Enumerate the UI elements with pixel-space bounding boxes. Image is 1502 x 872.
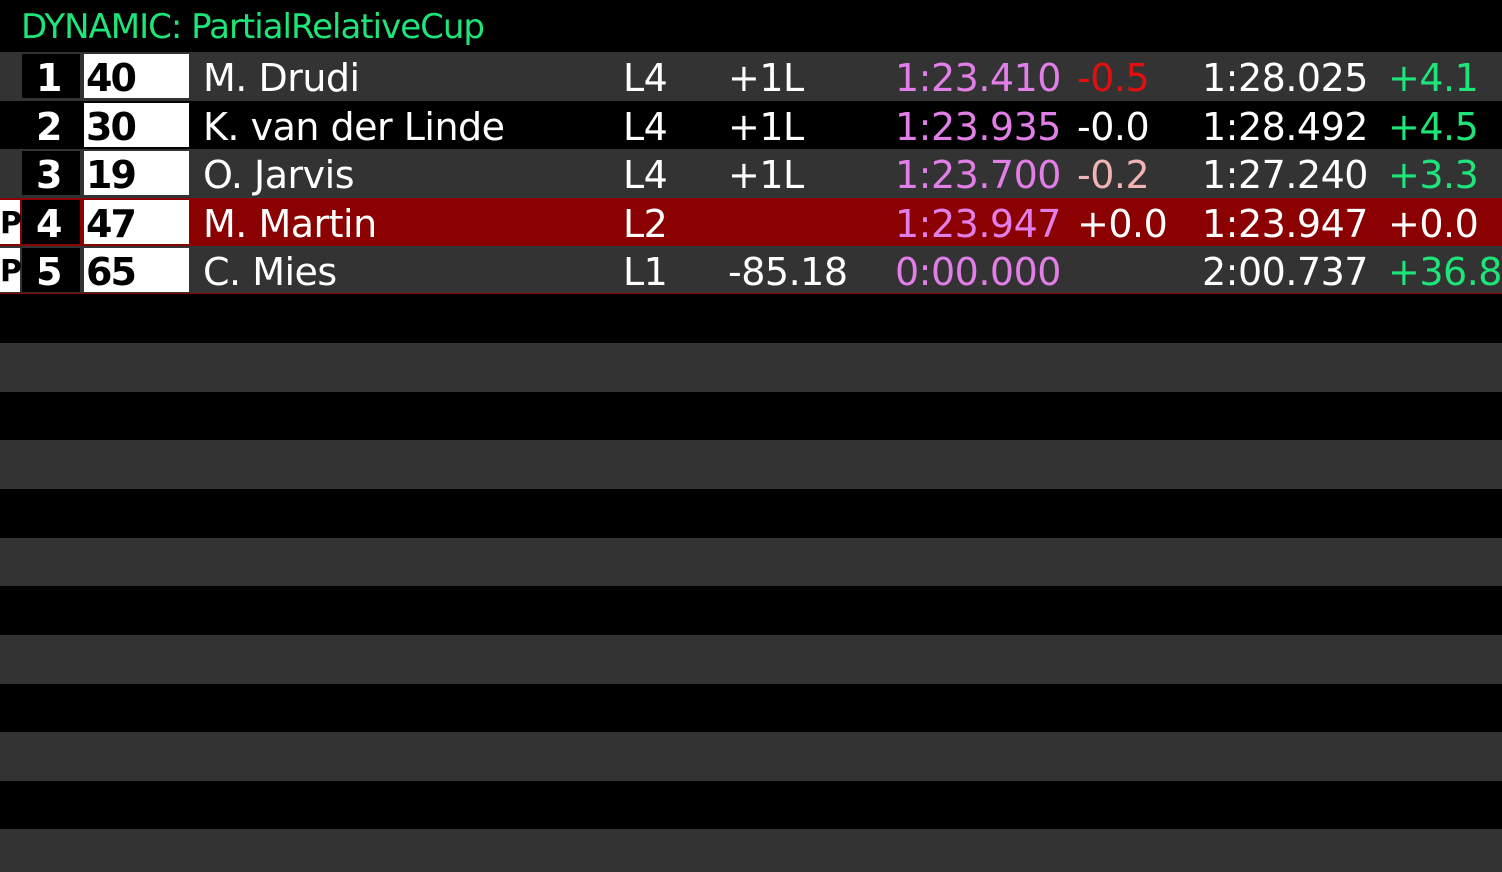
driver-name: M. Martin [203,201,377,246]
driver-name: M. Drudi [203,56,360,100]
standings-row: P 5 65 C. Mies L1 -85.18 0:00.000 2:00.7… [0,246,1502,295]
last-lap-time: 0:00.000 [895,250,1061,294]
standings-table: 1 40 M. Drudi L4 +1L 1:23.410 -0.5 1:28.… [0,52,1502,295]
lap-count: L2 [623,201,668,246]
best-lap-delta: +36.8 [1388,250,1502,294]
last-lap-time: 1:23.947 [895,201,1061,246]
empty-row [0,586,1502,635]
empty-row [0,635,1502,684]
pit-indicator: P [0,199,22,244]
last-lap-time: 1:23.410 [895,56,1061,100]
empty-row [0,732,1502,781]
car-number: 30 [84,102,189,149]
overlay-title: DYNAMIC: PartialRelativeCup [21,7,485,47]
car-number: 65 [84,248,189,294]
last-lap-delta: -0.5 [1077,56,1150,100]
gap: +1L [728,153,804,197]
standings-row-player: P 4 47 M. Martin L2 1:23.947 +0.0 1:23.9… [0,197,1502,246]
empty-row [0,781,1502,829]
best-lap-time: 1:23.947 [1202,201,1368,246]
last-lap-delta: -0.0 [1077,104,1150,149]
position: 2 [22,102,80,149]
best-lap-delta: +3.3 [1388,153,1479,197]
empty-row [0,684,1502,732]
lap-count: L4 [623,56,668,100]
car-number: 19 [84,151,189,197]
driver-name: O. Jarvis [203,153,355,197]
gap: +1L [728,104,804,149]
position: 1 [22,54,80,100]
lap-count: L4 [623,104,668,149]
car-number: 47 [84,199,189,246]
empty-row [0,392,1502,440]
lap-count: L1 [623,250,668,294]
lap-count: L4 [623,153,668,197]
best-lap-time: 1:27.240 [1202,153,1368,197]
empty-row [0,829,1502,872]
gap: +1L [728,56,804,100]
last-lap-time: 1:23.700 [895,153,1061,197]
empty-row [0,294,1502,343]
empty-row [0,440,1502,489]
empty-row [0,489,1502,538]
best-lap-delta: +4.1 [1388,56,1479,100]
standings-row: 2 30 K. van der Linde L4 +1L 1:23.935 -0… [0,100,1502,149]
driver-name: K. van der Linde [203,104,505,149]
best-lap-time: 1:28.025 [1202,56,1368,100]
last-lap-delta [1077,246,1187,294]
position: 5 [22,248,80,294]
position: 3 [22,151,80,197]
best-lap-time: 1:28.492 [1202,104,1368,149]
last-lap-delta: -0.2 [1077,153,1150,197]
best-lap-delta: +4.5 [1388,104,1479,149]
car-number: 40 [84,54,189,100]
driver-name: C. Mies [203,250,337,294]
standings-row: 1 40 M. Drudi L4 +1L 1:23.410 -0.5 1:28.… [0,52,1502,101]
pit-indicator: P [0,248,22,292]
gap [728,198,878,246]
last-lap-delta: +0.0 [1077,201,1168,246]
empty-row [0,343,1502,392]
gap: -85.18 [728,250,848,294]
position: 4 [22,199,80,246]
standings-row: 3 19 O. Jarvis L4 +1L 1:23.700 -0.2 1:27… [0,149,1502,198]
best-lap-delta: +0.0 [1388,201,1479,246]
last-lap-time: 1:23.935 [895,104,1061,149]
best-lap-time: 2:00.737 [1202,250,1368,294]
empty-row [0,538,1502,586]
